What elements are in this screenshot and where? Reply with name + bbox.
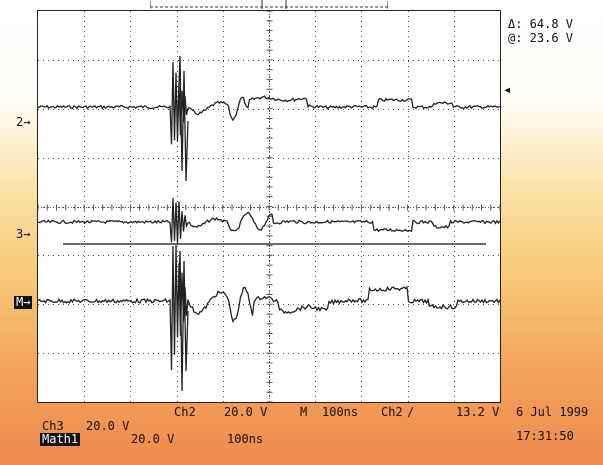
math-row-timebase: 100ns — [227, 432, 264, 446]
status-trigger-slope-icon: ∕ — [407, 405, 415, 419]
date-display: 6 Jul 1999 — [516, 405, 589, 419]
cursor-delta-readout: Δ: 64.8 V — [508, 17, 574, 31]
status-ch2-label: Ch2 — [174, 405, 196, 419]
math-row-scale: 20.0 V — [131, 432, 175, 446]
status-trigger-level: 13.2 V — [456, 405, 500, 419]
trigger-level-marker: ◂ — [503, 82, 512, 98]
math-trace — [38, 244, 500, 371]
waveform-traces — [38, 55, 500, 392]
math-ground-marker: M→ — [14, 295, 33, 309]
ch3-row-label: Ch3 — [42, 419, 64, 433]
math-spike — [177, 250, 189, 392]
ch3-ground-marker: 3→ — [16, 227, 31, 241]
waveform-display — [38, 11, 500, 402]
trigger-position-bracket — [150, 0, 388, 9]
time-display: 17:31:50 — [516, 429, 574, 443]
ch3-trace — [38, 197, 500, 244]
ch3-row-scale: 20.0 V — [86, 419, 130, 433]
ch2-trace — [38, 62, 500, 145]
status-timebase-prefix: M — [300, 405, 308, 419]
oscilloscope-screen — [37, 10, 501, 403]
status-timebase: 100ns — [322, 405, 359, 419]
ch2-ground-marker: 2→ — [16, 115, 31, 129]
status-ch2-scale: 20.0 V — [224, 405, 268, 419]
ch2-spike — [177, 55, 189, 182]
status-trigger-source: Ch2 — [381, 405, 403, 419]
cursor-position-readout: @: 23.6 V — [508, 31, 574, 45]
math-row-label: Math1 — [40, 432, 81, 446]
graticule-grid — [38, 11, 500, 402]
